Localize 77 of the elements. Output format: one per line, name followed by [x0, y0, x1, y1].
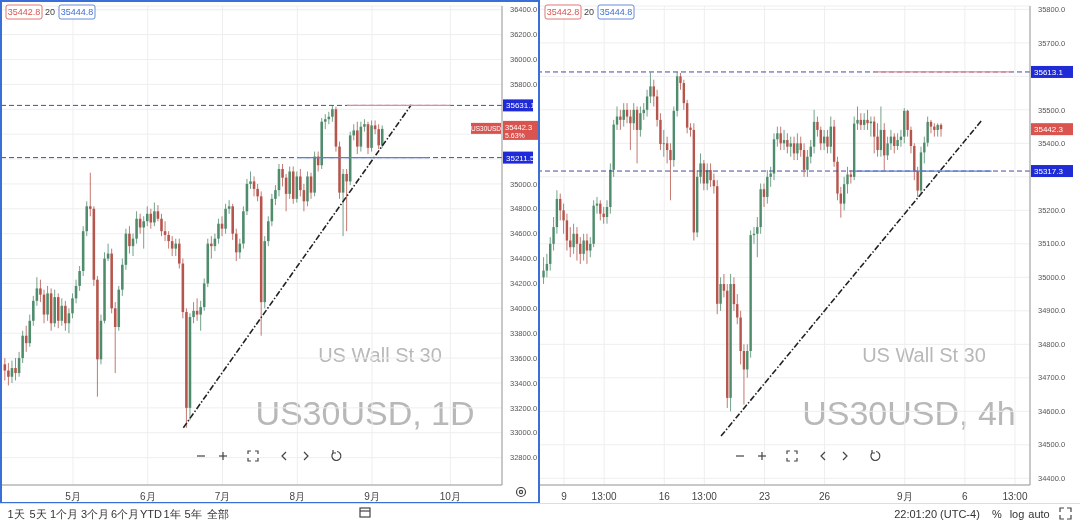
- ref-line-label: 35317.3: [1034, 167, 1064, 177]
- candlestick: [789, 136, 792, 158]
- annotation: US Wall St 30: [318, 344, 442, 366]
- candlestick: [210, 235, 213, 259]
- text: 全部: [207, 508, 229, 520]
- x-tick-label: 6月: [139, 491, 156, 503]
- candlestick: [370, 120, 373, 152]
- x-tick-label: 9: [561, 491, 568, 503]
- annotation: 20: [44, 7, 56, 17]
- candlestick: [142, 215, 145, 250]
- text: 5年: [184, 508, 202, 520]
- text: YTD: [140, 508, 163, 520]
- candlestick: [323, 113, 327, 130]
- candlestick: [145, 205, 149, 227]
- candlestick: [779, 126, 782, 151]
- x-tick-label: 7月: [214, 491, 231, 503]
- annotation: US30USD, 1D: [255, 394, 475, 432]
- candlestick: [572, 223, 575, 255]
- candlestick: [619, 109, 622, 131]
- x-tick-label: 13:00: [591, 491, 618, 503]
- x-tick-label: 16: [658, 491, 671, 503]
- candlestick: [786, 132, 789, 154]
- text: 1天: [7, 508, 25, 520]
- x-tick-label: 9月: [896, 491, 913, 503]
- candlestick: [380, 125, 384, 149]
- text: log: [1009, 508, 1025, 520]
- text: %: [992, 508, 1003, 520]
- candlestick: [639, 106, 642, 138]
- x-tick-label: 9月: [364, 491, 380, 503]
- text: auto: [1028, 508, 1050, 520]
- candlestick: [288, 166, 291, 200]
- annotation: US30USD, 4h: [802, 394, 1016, 432]
- x-tick-label: 13:00: [691, 491, 718, 503]
- x-tick-label: 5月: [65, 491, 81, 503]
- x-tick-label: 8月: [289, 491, 306, 503]
- candlestick: [662, 129, 665, 158]
- ref-line-label: 35613.1: [1034, 67, 1064, 77]
- candlestick: [224, 203, 227, 235]
- candlestick: [377, 123, 380, 150]
- candlestick: [826, 129, 829, 154]
- annotation: 20: [583, 7, 595, 17]
- text: 3个月: [80, 508, 110, 520]
- x-tick-label: 6: [962, 491, 969, 503]
- candlestick: [356, 121, 359, 155]
- x-tick-label: 26: [819, 491, 831, 503]
- x-tick-label: 13:00: [1002, 491, 1028, 503]
- text: 35442.3: [1034, 125, 1064, 135]
- candlestick: [28, 314, 32, 348]
- candlestick: [585, 233, 589, 265]
- candlestick: [796, 132, 799, 161]
- candlestick: [7, 362, 10, 386]
- candlestick: [345, 168, 348, 232]
- annotation: US Wall St 30: [862, 344, 986, 366]
- candlestick: [64, 300, 67, 332]
- candlestick: [719, 276, 722, 312]
- candlestick: [599, 199, 602, 221]
- text: 5天: [29, 508, 47, 520]
- text: 22:01:20 (UTC-4): [894, 508, 980, 520]
- candlestick: [542, 256, 545, 285]
- candlestick: [234, 228, 238, 262]
- candlestick: [766, 169, 769, 205]
- candlestick: [153, 202, 156, 227]
- candlestick: [582, 233, 585, 261]
- x-tick-label: 23: [758, 491, 771, 503]
- candlestick: [56, 293, 60, 329]
- ref-line-label: 35631.1: [506, 101, 536, 111]
- candlestick: [866, 109, 869, 131]
- candlestick: [933, 122, 936, 138]
- candlestick: [128, 225, 131, 254]
- candlestick: [929, 119, 933, 134]
- text: 6个月: [110, 508, 140, 520]
- candlestick: [46, 285, 49, 322]
- candlestick: [14, 357, 17, 381]
- x-tick-label: 10月: [439, 491, 461, 503]
- candlestick: [199, 300, 202, 332]
- text: 1个月: [49, 508, 79, 520]
- text: 1年: [163, 508, 181, 520]
